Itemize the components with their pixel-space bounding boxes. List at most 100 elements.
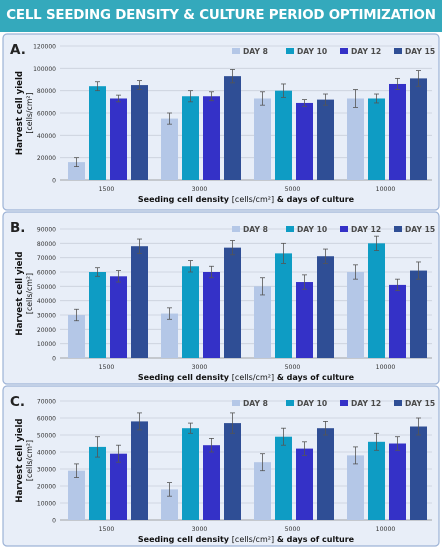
bar — [347, 272, 364, 358]
bar — [389, 83, 406, 180]
bar — [89, 86, 106, 180]
legend-swatch — [232, 400, 240, 406]
y-tick-label: 40000 — [37, 450, 56, 457]
bar — [296, 102, 313, 180]
y-tick-label: 90000 — [37, 227, 56, 234]
legend-swatch — [394, 48, 402, 54]
bar — [161, 489, 178, 520]
bar — [68, 315, 85, 358]
y-axis-unit: [cells/cm²] — [25, 92, 34, 133]
bar — [110, 98, 127, 180]
x-axis-title-unit: [cells/cm²] — [232, 373, 274, 382]
y-tick-label: 20000 — [37, 484, 56, 491]
bar — [347, 455, 364, 520]
bar — [254, 286, 271, 358]
x-tick-label: 1500 — [99, 186, 115, 193]
bar — [410, 270, 427, 358]
y-tick-label: 60000 — [37, 111, 56, 118]
x-tick-label: 10000 — [376, 526, 396, 533]
bar — [296, 282, 313, 358]
legend-label: DAY 15 — [405, 225, 435, 234]
bar — [131, 85, 148, 180]
bar — [368, 243, 385, 358]
x-tick-label: 3000 — [192, 526, 208, 533]
y-tick-label: 20000 — [37, 327, 56, 334]
y-tick-label: 60000 — [37, 416, 56, 423]
legend-label: DAY 8 — [243, 399, 268, 408]
bar — [389, 284, 406, 358]
bar — [254, 98, 271, 180]
y-tick-label: 30000 — [37, 467, 56, 474]
bar — [68, 470, 85, 520]
y-tick-label: 10000 — [37, 341, 56, 348]
bar — [68, 162, 85, 180]
y-tick-label: 0 — [52, 518, 56, 525]
legend-swatch — [232, 226, 240, 232]
legend-swatch — [286, 226, 294, 232]
panel-label: C. — [10, 394, 25, 410]
bar — [410, 78, 427, 180]
bar — [275, 253, 292, 358]
panel-label: A. — [10, 42, 26, 58]
bar — [317, 256, 334, 358]
bar — [368, 441, 385, 520]
bar — [224, 423, 241, 520]
bar — [254, 462, 271, 520]
bar — [347, 98, 364, 180]
bar — [89, 272, 106, 358]
bar — [389, 443, 406, 520]
legend-label: DAY 15 — [405, 47, 435, 56]
x-axis-title-unit: [cells/cm²] — [232, 535, 274, 544]
legend-label: DAY 12 — [351, 399, 381, 408]
y-tick-label: 0 — [52, 356, 56, 363]
y-tick-label: 70000 — [37, 255, 56, 262]
bar — [317, 99, 334, 180]
x-tick-label: 5000 — [285, 364, 301, 371]
y-tick-label: 60000 — [37, 270, 56, 277]
x-axis-title-part: Seeding cell density — [138, 535, 232, 544]
legend-label: DAY 8 — [243, 47, 268, 56]
legend-label: DAY 10 — [297, 399, 327, 408]
y-tick-label: 50000 — [37, 433, 56, 440]
bar — [203, 272, 220, 358]
y-tick-label: 100000 — [33, 66, 56, 73]
y-tick-label: 50000 — [37, 284, 56, 291]
bar — [182, 96, 199, 180]
x-axis-title-part: & days of culture — [274, 373, 355, 382]
x-tick-label: 3000 — [192, 364, 208, 371]
x-tick-label: 5000 — [285, 186, 301, 193]
panel-label: B. — [10, 220, 25, 236]
y-tick-label: 40000 — [37, 133, 56, 140]
x-axis-title: Seeding cell density [cells/cm²] & days … — [138, 373, 355, 382]
legend-label: DAY 8 — [243, 225, 268, 234]
bar — [410, 426, 427, 520]
x-axis-title-part: & days of culture — [274, 195, 355, 204]
bar — [203, 445, 220, 520]
bar — [224, 247, 241, 358]
y-tick-label: 80000 — [37, 241, 56, 248]
x-tick-label: 3000 — [192, 186, 208, 193]
y-tick-label: 120000 — [33, 44, 56, 51]
y-tick-label: 70000 — [37, 399, 56, 406]
y-tick-label: 20000 — [37, 155, 56, 162]
legend-swatch — [394, 400, 402, 406]
bar — [275, 436, 292, 520]
bar — [131, 421, 148, 520]
y-tick-label: 0 — [52, 178, 56, 185]
bar — [89, 446, 106, 520]
legend-swatch — [286, 400, 294, 406]
bar — [110, 276, 127, 358]
legend-swatch — [340, 400, 348, 406]
bar — [182, 266, 199, 358]
x-tick-label: 10000 — [376, 186, 396, 193]
y-axis-title: Harvest cell yield — [15, 418, 25, 502]
figure-title: CELL SEEDING DENSITY & CULTURE PERIOD OP… — [6, 8, 436, 23]
legend-swatch — [394, 226, 402, 232]
chart-panel: A. 0 20000 40000 60000 80000 100000 120000 1500 3… — [2, 33, 440, 211]
y-axis-unit: [cells/cm²] — [25, 273, 34, 314]
x-axis-title-part: Seeding cell density — [138, 195, 232, 204]
legend-label: DAY 10 — [297, 225, 327, 234]
bar — [224, 76, 241, 180]
legend-swatch — [286, 48, 294, 54]
